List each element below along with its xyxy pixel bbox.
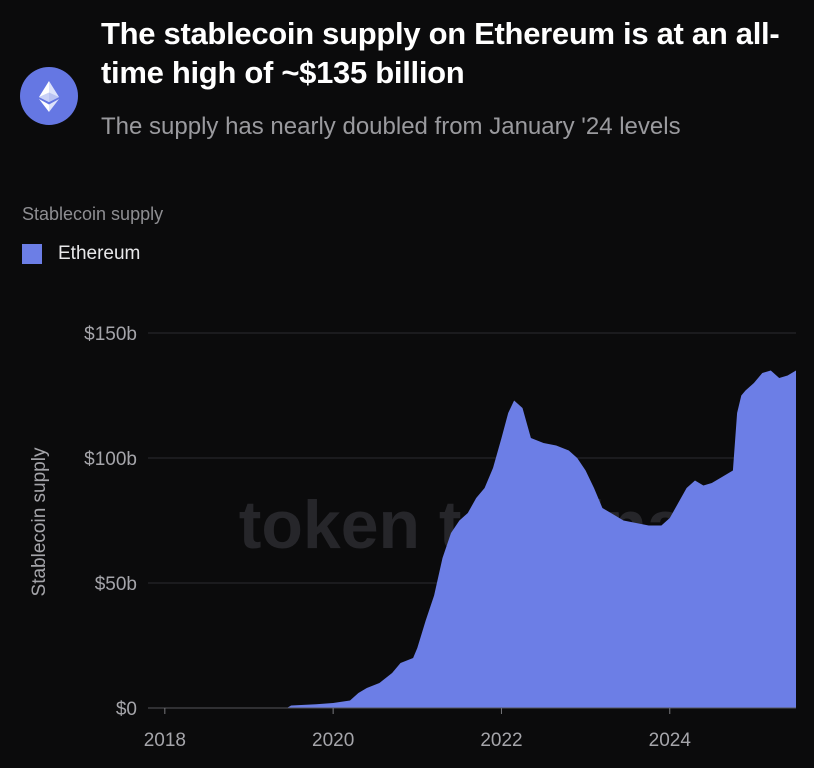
legend-label-ethereum: Ethereum xyxy=(58,243,141,264)
series-area-ethereum xyxy=(148,370,796,708)
y-axis-label: Stablecoin supply xyxy=(29,447,50,596)
x-tick-label: 2018 xyxy=(144,730,186,751)
y-tick-label: $50b xyxy=(95,574,137,595)
y-tick-label: $150b xyxy=(84,324,137,345)
legend-group-label: Stablecoin supply xyxy=(22,204,164,224)
y-tick-label: $100b xyxy=(84,449,137,470)
ethereum-logo xyxy=(20,67,78,125)
y-tick-label: $0 xyxy=(116,699,137,720)
page-title: The stablecoin supply on Ethereum is at … xyxy=(101,16,780,90)
x-tick-label: 2024 xyxy=(649,730,692,751)
ethereum-icon xyxy=(39,81,59,112)
chart-legend[interactable]: Ethereum xyxy=(22,243,140,265)
x-tick-label: 2022 xyxy=(480,730,522,751)
x-tick-label: 2020 xyxy=(312,730,354,751)
legend-swatch-ethereum xyxy=(22,244,42,264)
stablecoin-supply-chart: $0$50b$100b$150btoken terminal_201820202… xyxy=(29,324,796,751)
page-subtitle: The supply has nearly doubled from Janua… xyxy=(101,113,681,140)
